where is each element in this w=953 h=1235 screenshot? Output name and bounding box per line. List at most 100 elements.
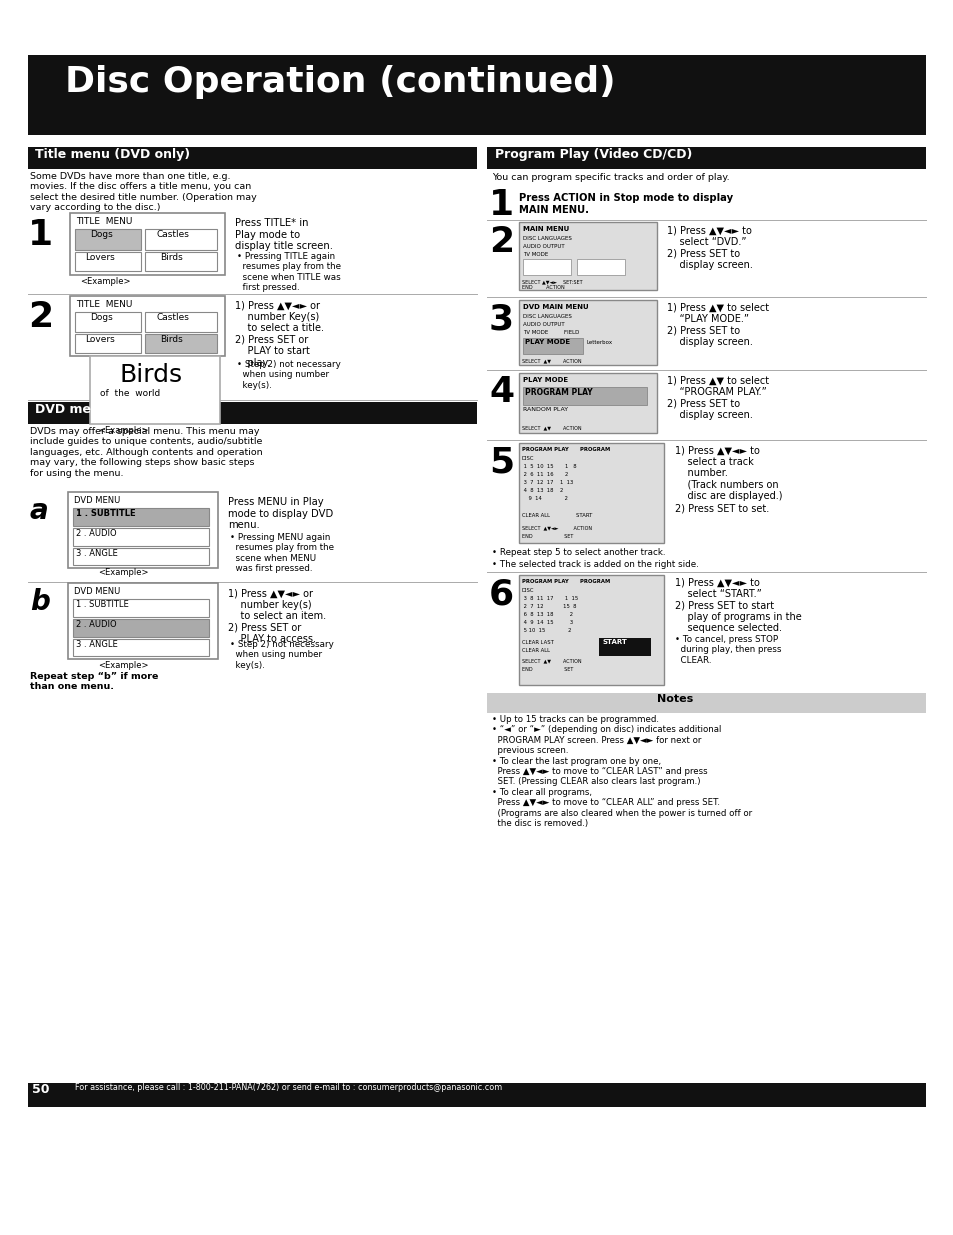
Bar — [75, 312, 141, 332]
Bar — [68, 583, 218, 659]
Text: PLAY MODE: PLAY MODE — [522, 377, 568, 383]
Text: Birds: Birds — [160, 335, 183, 345]
Text: PROGRAM PLAY      PROGRAM: PROGRAM PLAY PROGRAM — [521, 579, 610, 584]
Text: 2  6  11  16       2: 2 6 11 16 2 — [521, 472, 568, 477]
Text: CLEAR ALL                START: CLEAR ALL START — [521, 513, 592, 517]
Text: Disc Operation (continued): Disc Operation (continued) — [65, 65, 615, 99]
Text: • Repeat step 5 to select another track.: • Repeat step 5 to select another track. — [492, 548, 665, 557]
Text: 4: 4 — [489, 375, 514, 409]
Text: PLAY MODE: PLAY MODE — [524, 338, 570, 345]
Text: DVD MENU: DVD MENU — [74, 587, 120, 597]
Bar — [70, 212, 225, 275]
Text: 3 . ANGLE: 3 . ANGLE — [76, 550, 117, 558]
Bar — [518, 443, 663, 543]
Text: of  the  world: of the world — [100, 389, 160, 398]
Text: For assistance, please call : 1-800-211-PANA(7262) or send e-mail to : consumerp: For assistance, please call : 1-800-211-… — [75, 1083, 501, 1092]
Bar — [73, 548, 209, 564]
Text: Title menu (DVD only): Title menu (DVD only) — [35, 148, 190, 161]
Text: AUDIO OUTPUT: AUDIO OUTPUT — [522, 322, 564, 327]
Bar — [577, 259, 624, 275]
Text: SELECT  ▲▼        ACTION: SELECT ▲▼ ACTION — [521, 358, 581, 363]
Bar — [73, 619, 209, 637]
Text: AUDIO OUTPUT: AUDIO OUTPUT — [522, 245, 564, 249]
Bar — [518, 373, 657, 433]
Bar — [598, 638, 650, 656]
Bar — [75, 228, 141, 249]
Bar — [522, 259, 571, 275]
Text: Castles: Castles — [157, 230, 190, 240]
Text: DVD menu (DVD only): DVD menu (DVD only) — [35, 403, 189, 416]
Text: 3: 3 — [489, 303, 514, 336]
Text: SELECT  ▲▼        ACTION: SELECT ▲▼ ACTION — [521, 658, 581, 663]
Text: Some DVDs have more than one title, e.g.
movies. If the disc offers a title menu: Some DVDs have more than one title, e.g.… — [30, 172, 256, 212]
Text: TITLE  MENU: TITLE MENU — [76, 300, 132, 309]
Text: 50: 50 — [32, 1083, 50, 1095]
Bar — [28, 56, 925, 135]
Text: Notes: Notes — [657, 694, 693, 704]
Text: Lovers: Lovers — [85, 335, 114, 345]
Text: DISC LANGUAGES: DISC LANGUAGES — [522, 236, 571, 241]
Bar — [518, 576, 663, 685]
Text: START: START — [602, 638, 627, 645]
Text: TITLE  MENU: TITLE MENU — [76, 217, 132, 226]
Text: a: a — [30, 496, 49, 525]
Text: <Example>: <Example> — [98, 568, 149, 577]
Text: • Pressing TITLE again
  resumes play from the
  scene when TITLE was
  first pr: • Pressing TITLE again resumes play from… — [236, 252, 340, 293]
Text: Dogs: Dogs — [90, 230, 112, 240]
Text: 3 . ANGLE: 3 . ANGLE — [76, 640, 117, 650]
Bar — [28, 403, 476, 424]
Text: 6: 6 — [489, 577, 514, 611]
Text: 1) Press ▲▼ to select
    “PROGRAM PLAY.”
2) Press SET to
    display screen.: 1) Press ▲▼ to select “PROGRAM PLAY.” 2)… — [666, 375, 768, 420]
Text: <Example>: <Example> — [80, 277, 131, 287]
Text: • Step 2) not necessary
  when using number
  key(s).: • Step 2) not necessary when using numbe… — [230, 640, 334, 669]
Text: END                     SET: END SET — [521, 534, 573, 538]
Text: 9  14              2: 9 14 2 — [521, 496, 567, 501]
Text: • The selected track is added on the right side.: • The selected track is added on the rig… — [492, 559, 698, 569]
Text: • Pressing MENU again
  resumes play from the
  scene when MENU
  was first pres: • Pressing MENU again resumes play from … — [230, 534, 334, 573]
Bar — [518, 222, 657, 290]
Bar — [486, 147, 925, 169]
Text: 1 . SUBTITLE: 1 . SUBTITLE — [76, 600, 129, 609]
Text: 1: 1 — [489, 188, 514, 222]
Text: 5 10  15              2: 5 10 15 2 — [521, 629, 571, 634]
Text: MAIN MENU: MAIN MENU — [522, 226, 569, 232]
Text: CLEAR LAST: CLEAR LAST — [521, 640, 554, 645]
Text: Program Play (Video CD/CD): Program Play (Video CD/CD) — [495, 148, 692, 161]
Bar — [145, 252, 216, 270]
Text: PROGRAM PLAY      PROGRAM: PROGRAM PLAY PROGRAM — [521, 447, 610, 452]
Text: 6  8  13  18          2: 6 8 13 18 2 — [521, 613, 573, 618]
Bar — [518, 300, 657, 366]
Text: 1 . SUBTITLE: 1 . SUBTITLE — [76, 509, 135, 517]
Bar — [73, 508, 209, 526]
Bar — [75, 333, 141, 353]
Text: SELECT  ▲▼◄►          ACTION: SELECT ▲▼◄► ACTION — [521, 525, 592, 530]
Text: Repeat step “b” if more
than one menu.: Repeat step “b” if more than one menu. — [30, 672, 158, 692]
Text: DVDs may offer a special menu. This menu may
include guides to unique contents, : DVDs may offer a special menu. This menu… — [30, 427, 262, 478]
Text: 2 . AUDIO: 2 . AUDIO — [76, 529, 116, 538]
Text: 2: 2 — [489, 225, 514, 259]
Text: Dogs: Dogs — [90, 312, 112, 322]
Text: Press ACTION in Stop mode to display
MAIN MENU.: Press ACTION in Stop mode to display MAI… — [518, 193, 732, 215]
Text: 1) Press ▲▼◄► to
    select a track
    number.
    (Track numbers on
    disc a: 1) Press ▲▼◄► to select a track number. … — [675, 445, 781, 513]
Text: Press TITLE* in
Play mode to
display title screen.: Press TITLE* in Play mode to display tit… — [234, 219, 333, 251]
Bar — [68, 492, 218, 568]
Text: END         ACTION: END ACTION — [521, 285, 564, 290]
Text: 3  7  12  17    1  13: 3 7 12 17 1 13 — [521, 480, 573, 485]
Text: END                     SET: END SET — [521, 667, 573, 672]
Text: You can program specific tracks and order of play.: You can program specific tracks and orde… — [492, 173, 729, 182]
Text: SELECT ▲▼◄►    SET:SET: SELECT ▲▼◄► SET:SET — [521, 279, 582, 284]
Text: TV MODE: TV MODE — [522, 252, 548, 257]
Text: Birds: Birds — [160, 253, 183, 262]
Text: Press MENU in Play
mode to display DVD
menu.: Press MENU in Play mode to display DVD m… — [228, 496, 333, 530]
Bar — [28, 147, 476, 169]
Text: DVD MENU: DVD MENU — [74, 496, 120, 505]
Text: Lovers: Lovers — [85, 253, 114, 262]
Text: <Example>: <Example> — [98, 426, 149, 435]
Text: DISC LANGUAGES: DISC LANGUAGES — [522, 314, 571, 319]
Bar — [145, 333, 216, 353]
Text: 2: 2 — [28, 300, 53, 333]
Text: 1) Press ▲▼ to select
    “PLAY MODE.”
2) Press SET to
    display screen.: 1) Press ▲▼ to select “PLAY MODE.” 2) Pr… — [666, 303, 768, 347]
Text: • To cancel, press STOP
  during play, then press
  CLEAR.: • To cancel, press STOP during play, the… — [675, 635, 781, 664]
Text: PROGRAM PLAY: PROGRAM PLAY — [524, 388, 592, 396]
Text: 4  9  14  15          3: 4 9 14 15 3 — [521, 620, 573, 625]
